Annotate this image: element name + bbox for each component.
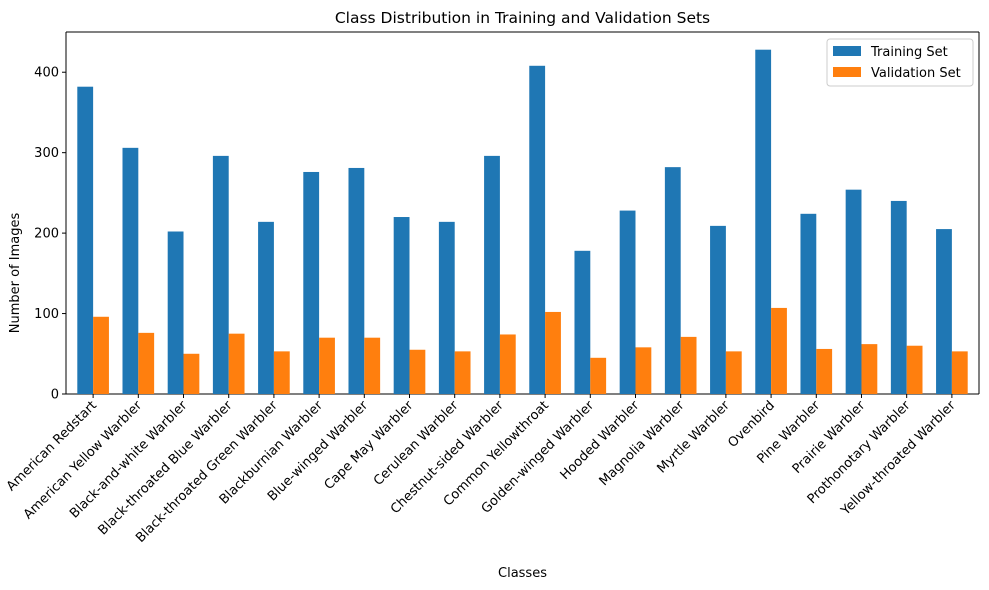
validation-bar-15 [725, 351, 742, 394]
training-bar-3 [167, 231, 184, 394]
training-bar-7 [348, 167, 365, 394]
training-bar-19 [890, 200, 907, 394]
training-bar-13 [619, 210, 636, 394]
training-bar-8 [393, 217, 410, 394]
validation-bar-2 [138, 332, 155, 394]
training-bar-10 [484, 155, 500, 394]
chart-title: Class Distribution in Training and Valid… [335, 9, 710, 27]
validation-bar-4 [228, 333, 245, 394]
bars-group [77, 49, 968, 395]
legend-swatch-training [833, 46, 861, 56]
validation-bar-11 [545, 311, 561, 394]
training-bar-17 [800, 213, 817, 394]
validation-bar-14 [680, 336, 697, 394]
validation-bar-1 [93, 316, 109, 394]
legend-swatch-validation [833, 67, 861, 77]
training-bar-4 [212, 155, 229, 394]
y-tick-label: 0 [51, 388, 59, 403]
validation-bar-6 [319, 337, 335, 394]
y-axis: 0 100 200 300 400 [34, 66, 66, 403]
training-bar-12 [574, 250, 591, 394]
legend-label-validation: Validation Set [871, 66, 961, 81]
training-bar-16 [755, 49, 772, 394]
legend-label-training: Training Set [870, 45, 948, 60]
y-tick-label: 100 [34, 307, 59, 322]
training-bar-5 [258, 221, 274, 394]
y-tick-label: 400 [34, 66, 59, 81]
validation-bar-17 [816, 348, 833, 394]
training-bar-20 [936, 229, 952, 394]
y-axis-label: Number of Images [8, 213, 23, 334]
validation-bar-8 [409, 349, 426, 394]
validation-bar-20 [951, 351, 968, 394]
training-bar-18 [845, 189, 862, 394]
x-axis-label: Classes [498, 566, 547, 581]
validation-bar-13 [635, 347, 652, 394]
validation-bar-12 [590, 357, 607, 394]
validation-bar-10 [499, 334, 516, 394]
validation-bar-9 [454, 351, 471, 394]
y-tick-label: 200 [34, 227, 59, 242]
training-bar-6 [303, 171, 320, 394]
validation-bar-3 [183, 353, 200, 394]
validation-bar-19 [906, 345, 923, 394]
validation-bar-16 [771, 307, 787, 394]
y-tick-label: 300 [34, 146, 59, 161]
validation-bar-7 [364, 337, 381, 394]
training-bar-2 [122, 147, 139, 394]
validation-bar-5 [273, 351, 290, 394]
training-bar-9 [438, 221, 455, 394]
validation-bar-18 [861, 344, 878, 394]
training-bar-1 [77, 86, 94, 395]
legend: Training Set Validation Set [826, 38, 974, 87]
legend-frame [826, 38, 974, 87]
training-bar-11 [529, 65, 546, 394]
training-bar-14 [664, 167, 681, 394]
training-bar-15 [710, 225, 726, 394]
